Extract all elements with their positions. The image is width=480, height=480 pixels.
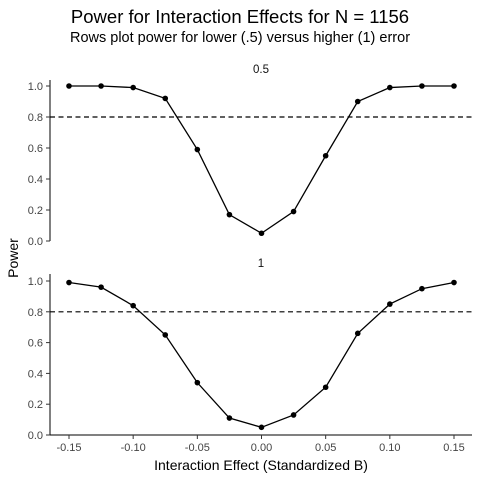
panel-1-y-tick-label: 0.8 [28,112,43,124]
panel-2-data-point [162,332,169,338]
panel-1-data-point [66,83,72,89]
panel-1-y-tick-label: 1.0 [28,81,43,93]
panel-2-data-point [98,284,104,290]
panel-2-data-point [354,330,361,337]
panel-1-data-point [226,211,233,218]
panel-2-y-tick-label: 0.2 [28,399,43,411]
panel-1-data-point [387,84,393,91]
panel-1-y-tick-label: 0.2 [28,205,43,217]
panel-1-data-point [130,84,136,91]
x-tick-label: -0.10 [121,442,146,454]
panel-2-y-tick-label: 0.6 [28,338,43,350]
panel-2-strip-label: 1 [258,258,264,270]
panel-2-series-line [68,281,455,428]
panel-1-data-point [451,83,457,89]
chart-title: Power for Interaction Effects for N = 11… [70,6,410,27]
panel-2-data-point [130,302,136,309]
panel-2-data-point [322,384,329,391]
panel-1-y-tick-label: 0.0 [28,236,43,248]
x-tick-label: 0.05 [315,442,336,454]
panel-1-data-point [290,208,297,215]
x-axis-title: Interaction Effect (Standardized B) [154,457,368,473]
chart-subtitle: Rows plot power for lower (.5) versus hi… [69,30,411,46]
x-tick-label: -0.15 [56,442,81,454]
x-tick-label: 0.15 [443,442,464,454]
panel-2-data-point [419,285,425,292]
panel-1-data-point [258,230,265,237]
panel-1-y-tick-label: 0.6 [28,143,43,155]
x-tick-label: 0.00 [251,442,272,454]
panel-2-data-point [194,379,201,386]
panel-1-data-point [98,83,104,89]
panel-2-y-tick-label: 0.0 [28,430,43,442]
panel-1-y-tick-label: 0.4 [28,174,43,186]
panel-2-data-point [226,415,233,421]
x-tick-label: 0.10 [379,442,400,454]
x-tick-label: -0.05 [185,442,210,454]
panel-1-data-point [194,146,201,153]
panel-1-data-point [162,95,169,102]
panel-2-data-point [66,279,72,286]
panel-2-data-point [290,412,297,418]
y-axis-title: Power [5,238,21,278]
panel-2-y-tick-label: 1.0 [28,276,43,288]
panel-1-series-line [69,85,454,235]
panel-2-y-tick-label: 0.8 [28,307,43,319]
panel-1-data-point [354,98,361,105]
panel-1-data-point [322,152,329,159]
panel-2-data-point [451,279,457,286]
panel-2-data-point [387,301,393,307]
panel-1-data-point [419,83,425,89]
panel-2-y-tick-label: 0.4 [28,368,43,380]
panel-2-data-point [258,424,265,431]
panel-1-strip-label: 0.5 [253,64,269,76]
